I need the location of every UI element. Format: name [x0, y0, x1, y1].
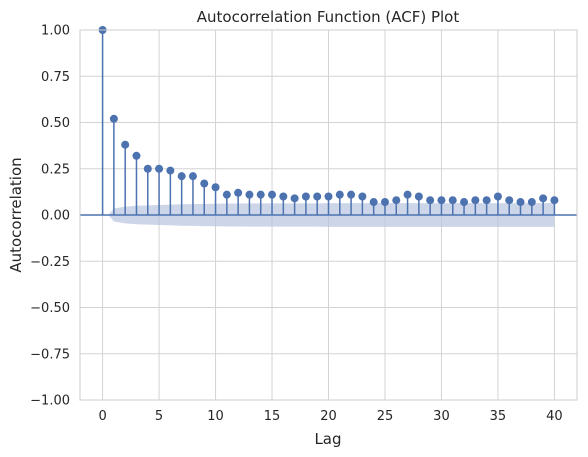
stem-marker-lag-17	[290, 194, 299, 203]
stem-marker-lag-29	[426, 196, 435, 205]
y-tick-label-4: 0.00	[41, 209, 70, 224]
y-tick-label-1: −0.75	[30, 347, 70, 362]
stem-marker-lag-16	[279, 192, 288, 201]
stem-marker-lag-14	[256, 190, 265, 199]
y-tick-label-5: 0.25	[41, 162, 70, 177]
x-tick-label-5: 25	[377, 409, 394, 424]
stem-marker-lag-28	[414, 192, 423, 201]
x-axis-label: Lag	[314, 430, 341, 448]
stem-marker-lag-25	[380, 198, 389, 207]
stem-marker-lag-39	[539, 194, 548, 203]
stem-marker-lag-10	[211, 183, 220, 192]
x-tick-labels: 0 5 10 15 20 25 30 35 40	[98, 409, 562, 424]
stem-marker-lag-30	[437, 196, 446, 205]
stem-marker-lag-19	[313, 192, 322, 201]
stem-marker-lag-37	[516, 198, 525, 207]
y-tick-label-7: 0.75	[41, 70, 70, 85]
stem-marker-lag-35	[493, 192, 502, 201]
y-axis-label: Autocorrelation	[7, 157, 25, 272]
stem-marker-lag-2	[121, 140, 130, 149]
x-tick-label-0: 0	[98, 409, 106, 424]
x-tick-label-6: 30	[433, 409, 450, 424]
x-tick-label-1: 5	[155, 409, 163, 424]
y-tick-label-8: 1.00	[41, 24, 70, 39]
y-tick-label-6: 0.50	[41, 116, 70, 131]
x-tick-label-3: 15	[264, 409, 281, 424]
stem-marker-lag-13	[245, 190, 254, 199]
stem-marker-lag-36	[505, 196, 514, 205]
stem-marker-lag-20	[324, 192, 333, 201]
stem-marker-lag-22	[347, 190, 356, 199]
stem-marker-lag-32	[460, 198, 469, 207]
y-tick-label-2: −0.50	[30, 301, 70, 316]
x-tick-label-4: 20	[320, 409, 337, 424]
stem-marker-lag-40	[550, 196, 559, 205]
x-tick-label-7: 35	[490, 409, 507, 424]
plot-frame	[79, 29, 578, 401]
stem-marker-lag-7	[177, 172, 186, 181]
stem-marker-lag-9	[200, 179, 209, 188]
stem-marker-lag-31	[448, 196, 457, 205]
y-tick-label-3: −0.25	[30, 255, 70, 270]
y-tick-labels: −1.00 −0.75 −0.50 −0.25 0.00 0.25 0.50 0.75 1.00	[30, 24, 70, 409]
x-tick-label-8: 40	[546, 409, 563, 424]
chart-title: Autocorrelation Function (ACF) Plot	[197, 8, 460, 26]
stem-marker-lag-4	[143, 164, 152, 173]
stem-marker-lag-15	[268, 190, 277, 199]
stem-marker-lag-1	[109, 114, 118, 123]
stem-marker-lag-26	[392, 196, 401, 205]
stems	[98, 26, 559, 215]
stem-marker-lag-24	[369, 198, 378, 207]
stem-marker-lag-23	[358, 192, 367, 201]
stem-marker-lag-33	[471, 196, 480, 205]
stem-marker-lag-8	[188, 172, 197, 181]
stem-marker-lag-38	[527, 198, 536, 207]
plot-border	[79, 29, 578, 401]
stem-marker-lag-34	[482, 196, 491, 205]
stem-marker-lag-21	[335, 190, 344, 199]
stem-marker-lag-12	[234, 188, 243, 197]
stem-marker-lag-6	[166, 166, 175, 175]
stem-marker-lag-11	[222, 190, 231, 199]
stem-marker-lag-3	[132, 151, 141, 160]
stem-marker-lag-5	[155, 164, 164, 173]
y-tick-label-0: −1.00	[30, 394, 70, 409]
stem-marker-lag-27	[403, 190, 412, 199]
x-tick-label-2: 10	[207, 409, 224, 424]
stem-marker-lag-18	[301, 192, 310, 201]
